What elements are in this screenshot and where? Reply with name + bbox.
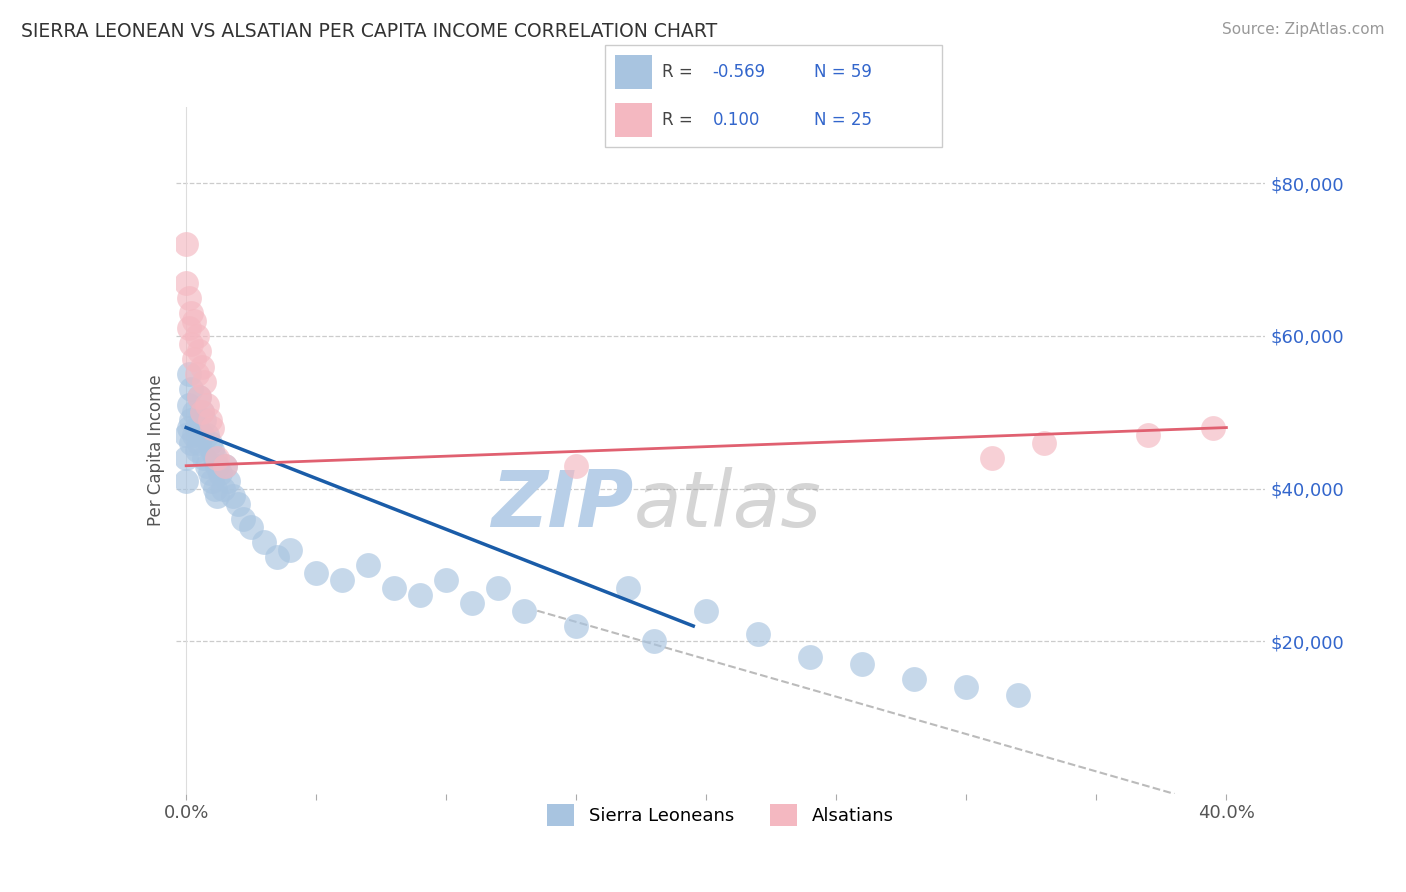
Point <box>207 451 229 466</box>
Text: 0.100: 0.100 <box>713 111 759 129</box>
Point <box>195 458 218 473</box>
Point <box>1137 428 1160 442</box>
Text: atlas: atlas <box>633 467 821 543</box>
Point <box>747 626 769 640</box>
Point <box>222 489 245 503</box>
Point <box>565 619 588 633</box>
Point <box>981 451 1004 466</box>
Point <box>177 367 200 381</box>
Point <box>955 680 977 694</box>
Point <box>305 566 328 580</box>
Point <box>183 428 205 442</box>
Point <box>851 657 873 672</box>
Point <box>217 474 239 488</box>
Point <box>799 649 821 664</box>
Point <box>195 398 218 412</box>
Point <box>565 458 588 473</box>
Bar <box>614 103 652 137</box>
Point <box>183 314 205 328</box>
Text: R =: R = <box>662 62 697 81</box>
Point <box>513 604 536 618</box>
Point <box>1007 688 1029 702</box>
Text: ZIP: ZIP <box>491 467 633 543</box>
Point <box>201 443 224 458</box>
Point <box>409 589 432 603</box>
Point <box>486 581 509 595</box>
Point <box>190 405 212 419</box>
Point <box>177 398 200 412</box>
Point <box>188 390 211 404</box>
Point <box>183 351 205 366</box>
Point <box>1033 435 1056 450</box>
Point <box>198 435 221 450</box>
Point <box>198 467 221 481</box>
Point <box>461 596 484 610</box>
Text: N = 25: N = 25 <box>814 111 872 129</box>
Point <box>253 535 276 549</box>
Point <box>186 329 208 343</box>
Point <box>207 458 229 473</box>
Legend: Sierra Leoneans, Alsatians: Sierra Leoneans, Alsatians <box>540 797 901 833</box>
Point <box>643 634 665 648</box>
Text: N = 59: N = 59 <box>814 62 872 81</box>
Point <box>177 420 200 434</box>
Point <box>278 542 301 557</box>
Point <box>198 413 221 427</box>
Point <box>214 458 236 473</box>
Point <box>188 344 211 359</box>
Point <box>357 558 380 572</box>
Point <box>190 428 212 442</box>
Point <box>617 581 640 595</box>
Point <box>174 237 197 252</box>
Point <box>211 482 233 496</box>
Point <box>174 428 197 442</box>
Point <box>174 474 197 488</box>
Point <box>695 604 717 618</box>
Point <box>226 497 249 511</box>
Point <box>193 375 215 389</box>
Point <box>180 413 202 427</box>
Point <box>201 420 224 434</box>
Point <box>180 435 202 450</box>
Point <box>382 581 405 595</box>
Point <box>177 291 200 305</box>
FancyBboxPatch shape <box>605 45 942 147</box>
Point <box>240 520 263 534</box>
Point <box>1202 420 1225 434</box>
Point <box>193 413 215 427</box>
Bar <box>614 55 652 88</box>
Point <box>204 482 226 496</box>
Point <box>330 573 353 587</box>
Point <box>186 443 208 458</box>
Point <box>903 673 925 687</box>
Text: -0.569: -0.569 <box>713 62 766 81</box>
Point <box>186 367 208 381</box>
Point <box>201 474 224 488</box>
Point <box>180 336 202 351</box>
Point <box>434 573 457 587</box>
Point <box>180 306 202 320</box>
Point <box>214 458 236 473</box>
Y-axis label: Per Capita Income: Per Capita Income <box>146 375 165 526</box>
Point <box>174 451 197 466</box>
Text: SIERRA LEONEAN VS ALSATIAN PER CAPITA INCOME CORRELATION CHART: SIERRA LEONEAN VS ALSATIAN PER CAPITA IN… <box>21 22 717 41</box>
Text: R =: R = <box>662 111 697 129</box>
Point <box>207 489 229 503</box>
Point <box>204 451 226 466</box>
Point <box>208 467 231 481</box>
Point <box>183 405 205 419</box>
Point <box>193 451 215 466</box>
Point <box>195 428 218 442</box>
Point <box>190 359 212 374</box>
Point <box>232 512 254 526</box>
Point <box>266 550 288 565</box>
Point <box>180 383 202 397</box>
Point <box>188 435 211 450</box>
Point <box>174 276 197 290</box>
Point <box>190 405 212 419</box>
Point <box>177 321 200 335</box>
Point <box>188 390 211 404</box>
Point <box>186 420 208 434</box>
Text: Source: ZipAtlas.com: Source: ZipAtlas.com <box>1222 22 1385 37</box>
